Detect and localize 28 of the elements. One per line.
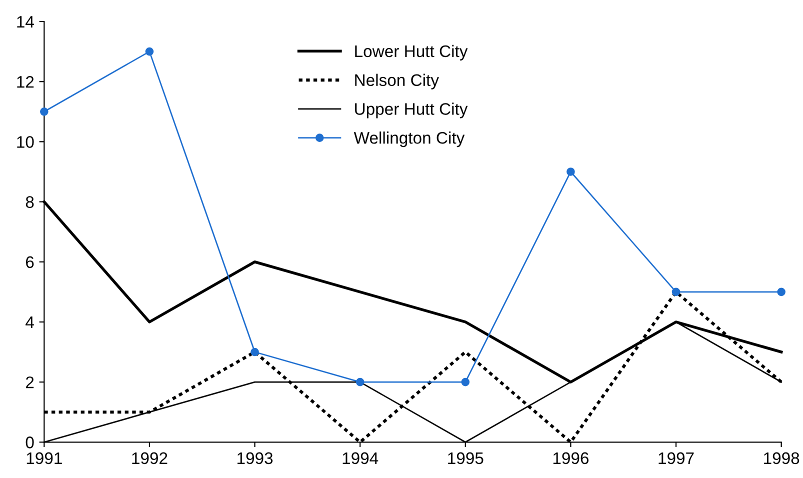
- point: [356, 378, 364, 386]
- y-tick-label: 8: [26, 196, 34, 208]
- legend-label: Lower Hutt City: [355, 44, 468, 60]
- point: [250, 348, 259, 356]
- y-tick-label: 4: [26, 316, 34, 328]
- point: [777, 288, 786, 296]
- point: [566, 168, 575, 176]
- x-tick-label: 1993: [238, 452, 273, 464]
- y-tick-label: 12: [17, 76, 34, 88]
- y-tick-label: 14: [17, 16, 34, 28]
- x-tick-label: 1998: [764, 452, 800, 464]
- legend-label: Upper Hutt City: [355, 102, 468, 118]
- y-tick-label: 6: [26, 256, 34, 268]
- point: [40, 107, 48, 116]
- x-tick-label: 1991: [26, 452, 62, 464]
- x-tick-label: 1992: [132, 452, 168, 464]
- x-tick-label: 1996: [553, 452, 589, 464]
- y-tick-label: 2: [26, 376, 34, 388]
- y-tick-label: 0: [26, 436, 34, 448]
- x-tick-label: 1994: [342, 452, 378, 464]
- point: [145, 47, 154, 56]
- legend-label: Wellington City: [354, 132, 465, 148]
- point: [461, 378, 470, 386]
- legend-label: Nelson City: [355, 74, 439, 90]
- point: [672, 288, 680, 296]
- y-tick-label: 10: [17, 136, 34, 148]
- x-tick-label: 1997: [658, 452, 694, 464]
- x-tick-label: 1995: [448, 452, 484, 464]
